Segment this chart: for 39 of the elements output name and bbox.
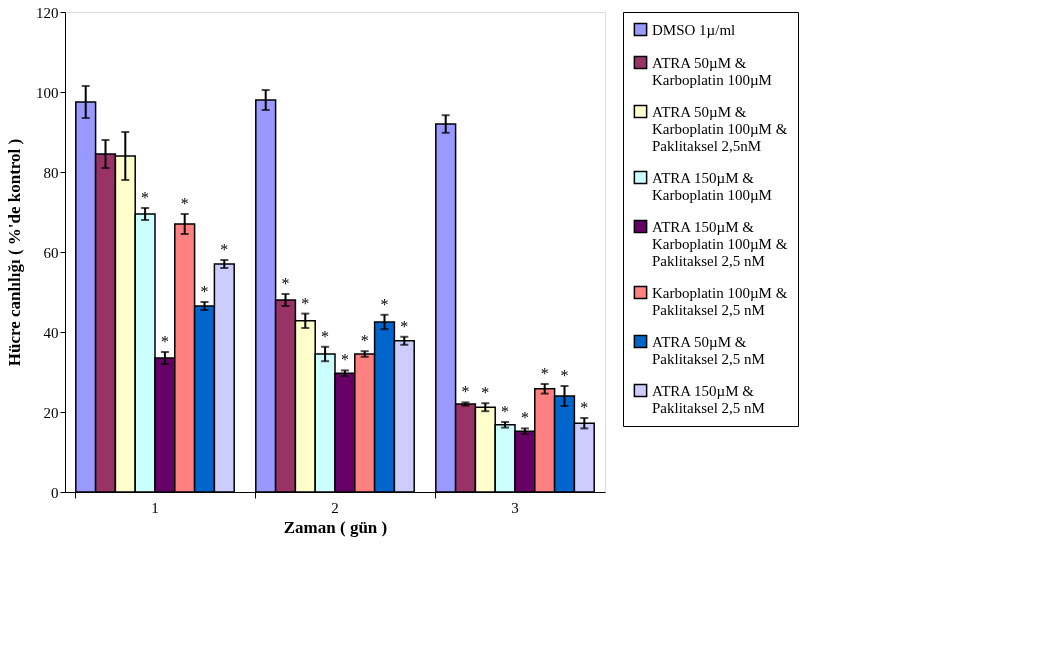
y-tick-label: 60	[43, 244, 59, 261]
data-label: *	[220, 241, 229, 258]
y-tick-label: 40	[43, 324, 59, 341]
legend-label: ATRA 150µM & Karboplatin 100µM	[652, 169, 772, 203]
data-label: *	[360, 332, 369, 350]
legend-label: ATRA 150µM & Karboplatin 100µM & Paklitaksel 2,5 nM	[652, 218, 788, 269]
data-label: *	[380, 295, 389, 313]
data-label: *	[520, 409, 529, 427]
data-label: *	[560, 367, 569, 384]
y-tick-label: 100	[36, 84, 59, 101]
y-tick-label: 120	[36, 4, 59, 21]
y-axis-title: Hücre canlılığı ( %'de kontrol )	[5, 138, 24, 367]
legend-label: ATRA 150µM & Paklitaksel 2,5 nM	[652, 382, 765, 416]
data-label: *	[540, 365, 549, 382]
y-tick-label: 80	[43, 164, 59, 181]
y-tick-label: 20	[43, 404, 59, 421]
x-tick-label: 1	[151, 499, 159, 516]
data-label: *	[301, 294, 310, 312]
data-label: *	[400, 317, 409, 335]
legend-label: ATRA 50µM & Karboplatin 100µM	[652, 54, 772, 88]
data-label: *	[200, 283, 209, 300]
data-label: *	[481, 384, 490, 402]
data-label: *	[141, 189, 150, 206]
data-label: *	[501, 403, 510, 420]
data-label: *	[180, 195, 189, 212]
data-label: *	[321, 327, 330, 345]
data-label: *	[580, 399, 589, 416]
x-tick-label: 3	[511, 499, 519, 516]
data-label: *	[281, 275, 290, 292]
data-label: *	[461, 383, 470, 401]
legend-label: ATRA 50µM & Paklitaksel 2,5 nM	[652, 333, 765, 367]
legend-label: ATRA 50µM & Karboplatin 100µM & Paklitaksel 2,5nM	[652, 103, 788, 154]
x-tick-label: 2	[331, 499, 339, 516]
data-label: *	[160, 333, 169, 350]
legend-label: Karboplatin 100µM & Paklitaksel 2,5 nM	[652, 284, 788, 318]
x-axis-title: Zaman ( gün )	[283, 517, 388, 537]
legend-label: DMSO 1µ/ml	[652, 21, 736, 38]
y-tick-label: 0	[51, 484, 59, 501]
data-label: *	[340, 351, 349, 369]
